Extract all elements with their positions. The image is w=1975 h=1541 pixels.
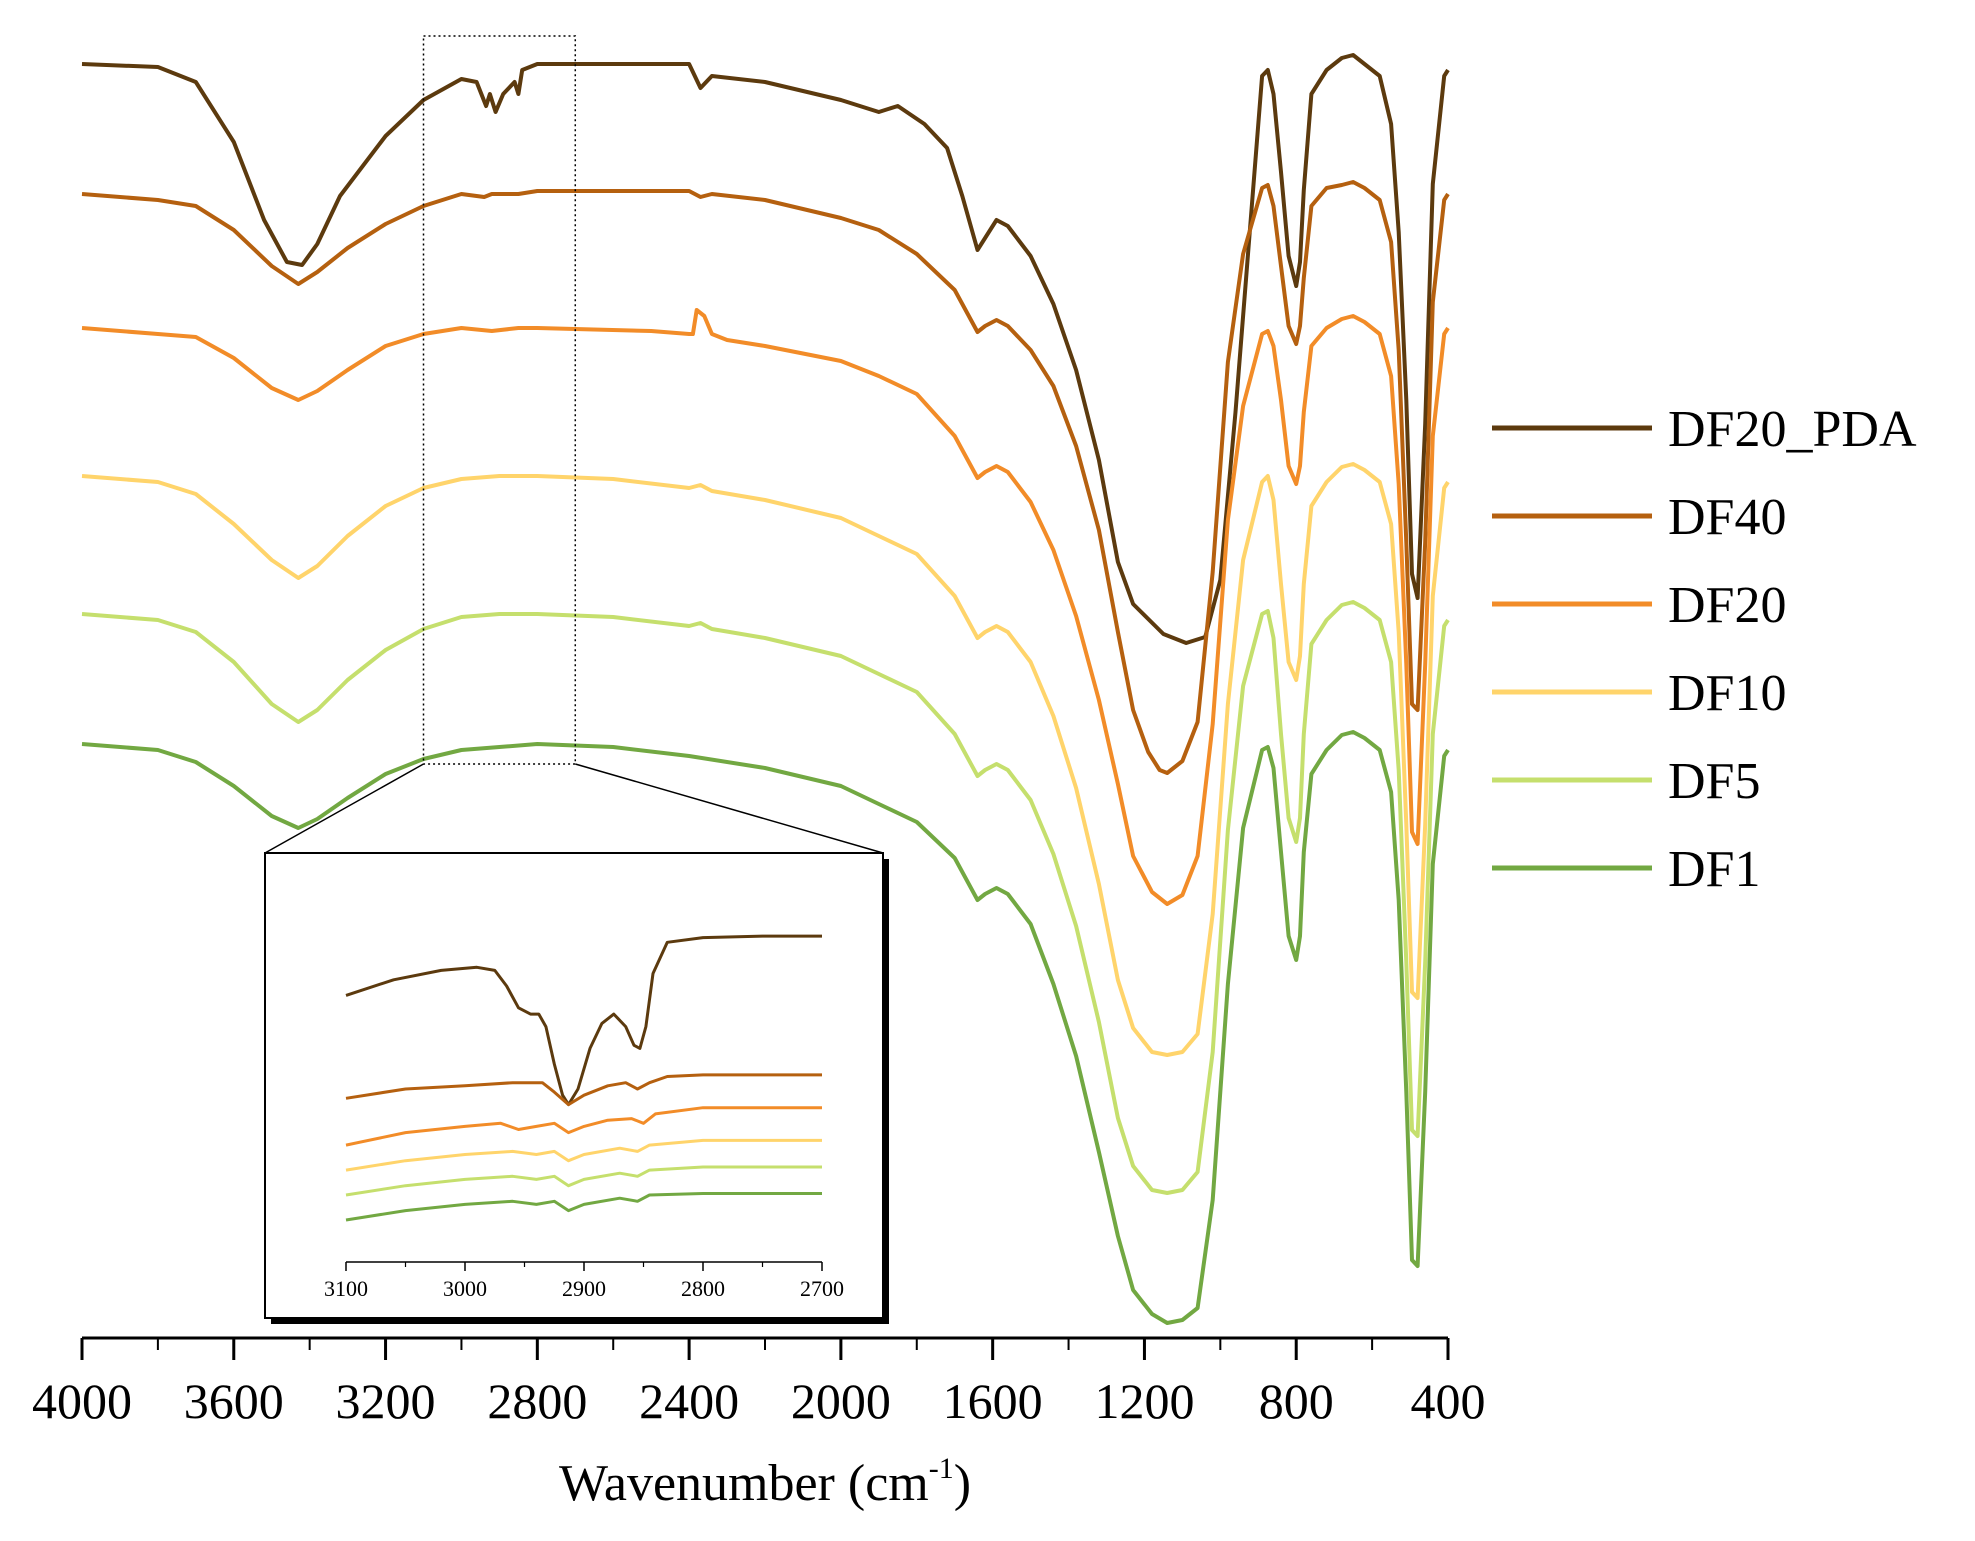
inset-series-line-df40 <box>345 1073 822 1107</box>
x-axis-title: Wavenumber (cm-1) <box>559 1452 971 1512</box>
series-line-df20 <box>81 308 1450 906</box>
inset-zoom-panel: 3100 3000 2900 2800 2700 <box>264 852 889 1324</box>
inset-x-tick-label-2900: 2900 <box>562 1276 606 1301</box>
legend: DF20_PDA DF40 DF20 DF10 DF5 DF1 <box>1492 401 1917 898</box>
inset-series-line-df5 <box>345 1165 822 1197</box>
legend-label-df20-pda: DF20_PDA <box>1668 401 1917 458</box>
x-axis-unit-base: (cm <box>848 1455 929 1512</box>
x-tick-label-2800: 2800 <box>487 1373 587 1429</box>
inset-series-line-df1 <box>345 1192 822 1222</box>
inset-x-tick-label-3100: 3100 <box>324 1276 368 1301</box>
inset-x-tick-label-2800: 2800 <box>681 1276 725 1301</box>
x-axis-ticks: 4000 3600 3200 2800 2400 2000 1600 1200 800 400 <box>32 1338 1486 1429</box>
legend-label-df40: DF40 <box>1668 489 1786 546</box>
series-line-df40 <box>81 180 1450 775</box>
inset-x-ticks: 3100 3000 2900 2800 2700 <box>324 1262 844 1301</box>
legend-label-df1: DF1 <box>1668 841 1760 898</box>
zoom-connector-left <box>264 763 424 854</box>
x-axis-unit-close: ) <box>954 1455 971 1512</box>
x-tick-label-2400: 2400 <box>639 1373 739 1429</box>
inset-series-line-df10 <box>345 1138 822 1172</box>
x-axis-title-text: Wavenumber <box>559 1455 835 1512</box>
x-tick-label-400: 400 <box>1411 1373 1486 1429</box>
series-layer <box>81 53 1450 1325</box>
inset-frame <box>264 852 884 1319</box>
legend-label-df10: DF10 <box>1668 665 1786 722</box>
x-tick-label-1200: 1200 <box>1094 1373 1194 1429</box>
x-tick-label-800: 800 <box>1259 1373 1334 1429</box>
series-line-df10 <box>81 462 1450 1057</box>
x-tick-label-4000: 4000 <box>32 1373 132 1429</box>
series-line-df1 <box>81 730 1450 1325</box>
inset-series-line-df20 <box>345 1106 822 1147</box>
inset-series-layer <box>345 934 822 1222</box>
inset-series-line-df20-pda <box>345 934 822 1107</box>
legend-label-df5: DF5 <box>1668 753 1760 810</box>
inset-x-tick-label-2700: 2700 <box>800 1276 844 1301</box>
legend-label-df20: DF20 <box>1668 577 1786 634</box>
inset-x-tick-label-3000: 3000 <box>443 1276 487 1301</box>
x-tick-label-3600: 3600 <box>184 1373 284 1429</box>
series-line-df5 <box>81 600 1450 1195</box>
zoom-connector-right <box>575 763 884 854</box>
x-tick-label-1600: 1600 <box>943 1373 1043 1429</box>
x-tick-label-2000: 2000 <box>791 1373 891 1429</box>
x-axis-unit-exponent: -1 <box>929 1452 954 1485</box>
series-line-df20-pda <box>81 53 1450 645</box>
x-tick-label-3200: 3200 <box>336 1373 436 1429</box>
zoom-region-box <box>422 35 577 765</box>
